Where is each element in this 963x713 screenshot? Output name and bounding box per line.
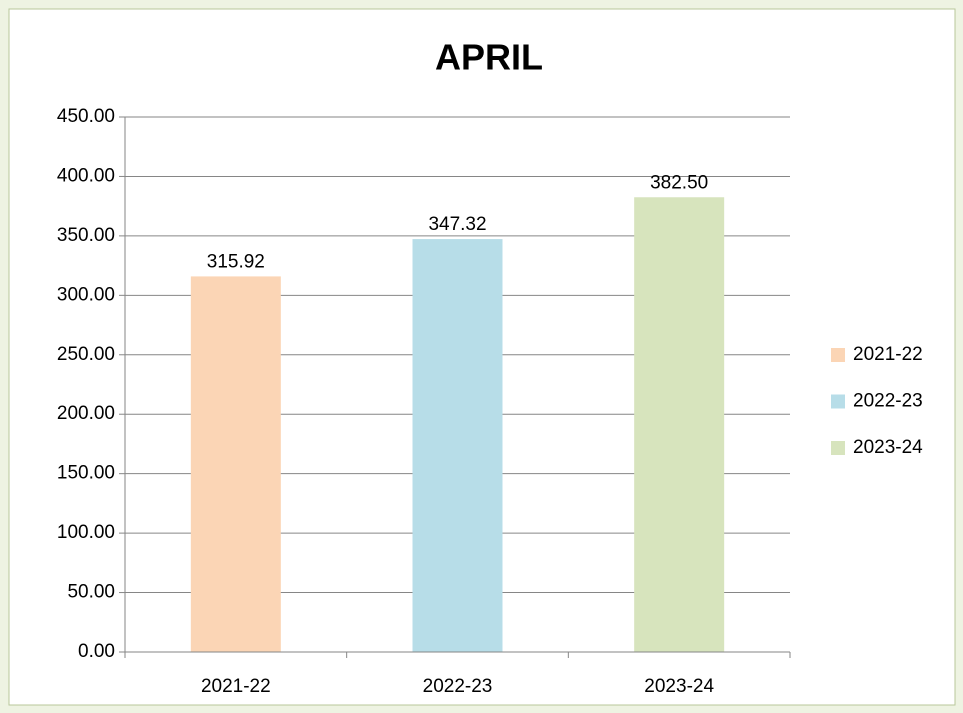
data-label: 382.50: [650, 172, 708, 193]
y-tick-label: 0.00: [78, 641, 115, 662]
legend-label: 2021-22: [853, 344, 923, 365]
y-tick-label: 50.00: [67, 582, 115, 603]
y-tick-label: 200.00: [57, 403, 115, 424]
y-tick-label: 100.00: [57, 522, 115, 543]
chart-title: APRIL: [435, 37, 543, 78]
y-tick-label: 150.00: [57, 463, 115, 484]
bar: [190, 276, 281, 652]
x-tick-label: 2023-24: [644, 676, 714, 697]
legend-swatch: [831, 394, 845, 409]
legend-swatch: [831, 348, 845, 362]
data-label: 347.32: [428, 214, 486, 235]
data-label: 315.92: [207, 251, 265, 272]
bar: [412, 239, 503, 652]
y-tick-label: 300.00: [57, 284, 115, 305]
y-tick-label: 350.00: [57, 225, 115, 246]
x-tick-label: 2022-23: [423, 676, 493, 697]
y-tick-label: 400.00: [57, 165, 115, 186]
x-tick-label: 2021-22: [201, 676, 271, 697]
y-tick-label: 450.00: [57, 106, 115, 127]
y-tick-label: 250.00: [57, 344, 115, 365]
bar: [634, 197, 725, 652]
legend-label: 2022-23: [853, 391, 923, 412]
legend-label: 2023-24: [853, 437, 923, 458]
legend-swatch: [831, 441, 845, 455]
